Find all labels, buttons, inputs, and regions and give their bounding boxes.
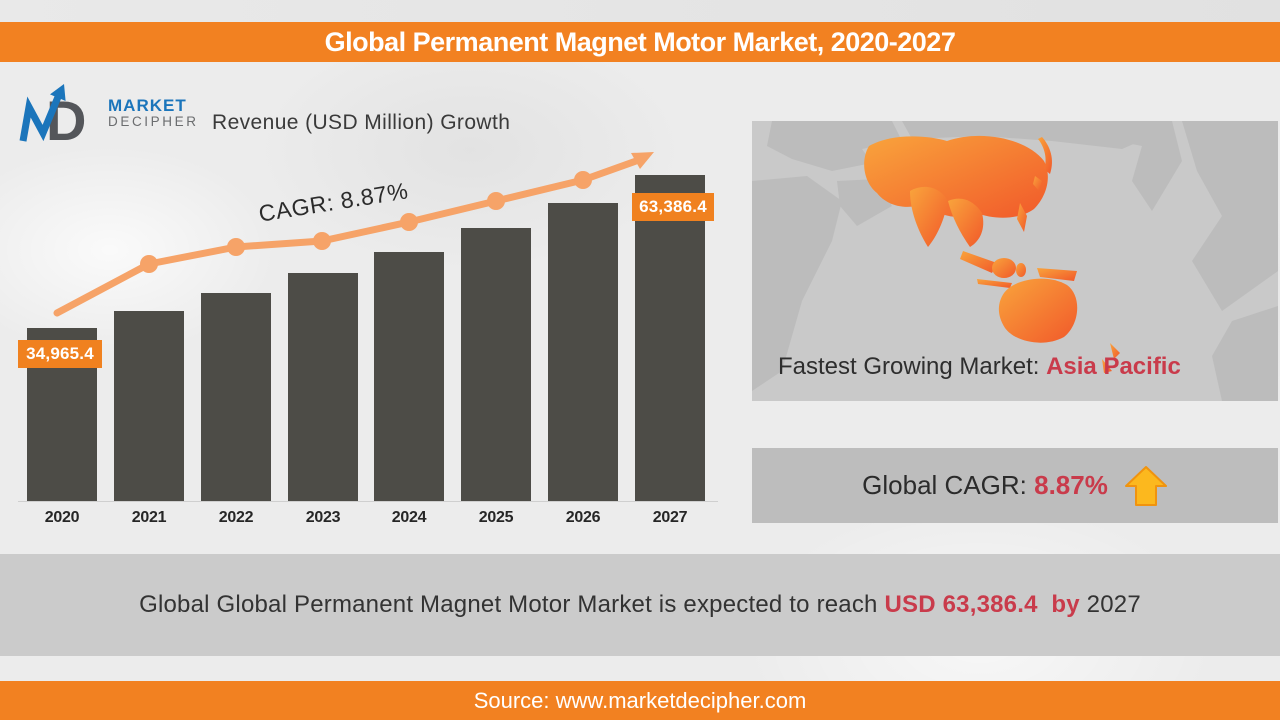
up-arrow-icon: [1124, 465, 1167, 506]
trend-markers: [140, 171, 592, 273]
bar-2021: [114, 311, 184, 501]
global-cagr-panel: Global CAGR: 8.87%: [752, 448, 1278, 523]
logo-name-top: MARKET: [108, 95, 187, 115]
top-strip: [0, 0, 1280, 22]
summary-suffix: 2027: [1086, 591, 1141, 618]
revenue-bar-chart: 2020 2021 2022 2023 2024 2025 2026 2027 CAGR: 8…: [0, 62, 740, 545]
logo-m-stroke: [19, 95, 62, 142]
x-axis-label-2022: 2022: [218, 509, 254, 526]
bar-2026: [548, 203, 618, 501]
logo-name-bottom: DECIPHER: [108, 113, 199, 129]
bar-2025: [461, 228, 531, 501]
trend-marker: [140, 255, 158, 273]
bar-2022: [201, 293, 271, 501]
summary-band: Global Global Permanent Magnet Motor Mar…: [0, 554, 1280, 656]
x-axis-label-2026: 2026: [565, 509, 601, 526]
data-label-2027: 63,386.4: [632, 193, 714, 221]
market-decipher-logo: D MARKET DECIPHER: [16, 80, 199, 146]
source-text: Source: www.marketdecipher.com: [473, 688, 807, 713]
x-axis-label-2025: 2025: [478, 509, 514, 526]
fastest-growing-market-panel: Fastest Growing Market: Asia Pacific: [752, 121, 1278, 401]
asia-pacific-region: [864, 135, 1120, 373]
bar-2027: [635, 175, 705, 501]
x-axis-label-2023: 2023: [305, 509, 341, 526]
world-map: [752, 121, 1278, 401]
x-axis-label-2020: 2020: [44, 509, 80, 526]
fastest-growing-market-caption: Fastest Growing Market: Asia Pacific: [778, 353, 1181, 381]
caption-prefix: Fastest Growing Market:: [778, 353, 1047, 380]
trend-arrow-icon: [631, 152, 654, 169]
logo-md-icon: D: [19, 84, 86, 146]
source-bar: Source: www.marketdecipher.com: [0, 681, 1280, 720]
data-label-2020: 34,965.4: [18, 340, 102, 368]
cagr-value: 8.87%: [1034, 470, 1108, 500]
trend-marker: [313, 232, 331, 250]
title-bar: Global Permanent Magnet Motor Market, 20…: [0, 22, 1280, 62]
bar-2024: [374, 252, 444, 501]
trend-marker: [574, 171, 592, 189]
trend-marker: [400, 213, 418, 231]
page-title: Global Permanent Magnet Motor Market, 20…: [324, 27, 956, 57]
bar-2023: [288, 273, 358, 501]
caption-highlight: Asia Pacific: [1046, 353, 1181, 380]
x-axis-label-2021: 2021: [131, 509, 167, 526]
trend-marker: [227, 238, 245, 256]
summary-prefix: Global Global Permanent Magnet Motor Mar…: [139, 591, 885, 618]
chart-title: Revenue (USD Million) Growth: [212, 111, 511, 134]
trend-line: [53, 157, 640, 317]
x-axis-label-2024: 2024: [391, 509, 427, 526]
summary-text: Global Global Permanent Magnet Motor Mar…: [139, 591, 1141, 619]
x-axis-label-2027: 2027: [652, 509, 688, 526]
trend-overlay: [53, 152, 654, 317]
x-axis-line: [18, 501, 718, 502]
cagr-label: Global CAGR:: [862, 470, 1035, 500]
growth-arrow-icon: [50, 84, 66, 101]
summary-highlight: USD 63,386.4 by: [884, 591, 1087, 618]
logo-wordmark: MARKET DECIPHER: [108, 97, 199, 129]
trend-marker: [487, 192, 505, 210]
